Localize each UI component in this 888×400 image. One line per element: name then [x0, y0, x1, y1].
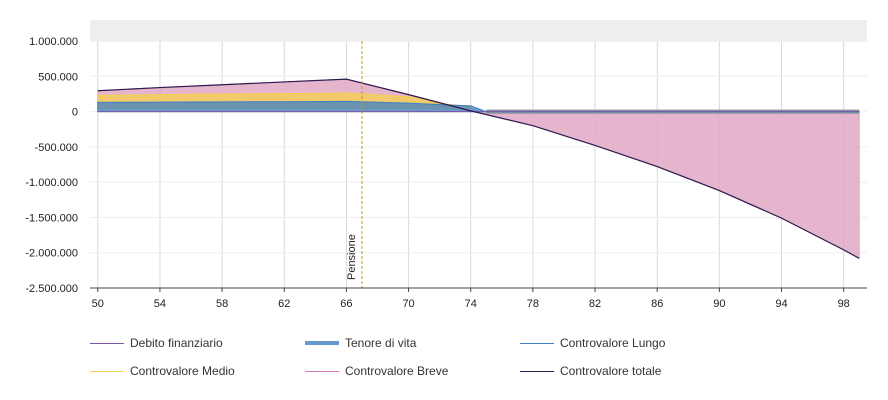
y-tick-label: 0	[72, 107, 78, 119]
legend-item[interactable]: Debito finanziario	[90, 336, 223, 350]
legend: Debito finanziario Tenore di vita Controva…	[90, 330, 870, 390]
legend-swatch	[90, 370, 124, 372]
x-tick-label: 74	[465, 298, 477, 310]
x-tick-label: 66	[340, 298, 352, 310]
x-tick-label: 70	[402, 298, 414, 310]
legend-label: Tenore di vita	[345, 336, 417, 350]
annotation-label: Pensione	[346, 234, 358, 280]
legend-label: Controvalore Breve	[345, 364, 449, 378]
legend-item[interactable]: Controvalore Lungo	[520, 336, 665, 350]
plot-header-band	[90, 20, 867, 41]
legend-swatch	[305, 370, 339, 372]
legend-swatch	[520, 342, 554, 344]
legend-swatch	[90, 342, 124, 344]
x-tick-label: 78	[527, 298, 539, 310]
legend-item[interactable]: Controvalore Breve	[305, 364, 448, 378]
legend-label: Controvalore Lungo	[560, 336, 666, 350]
x-tick-label: 94	[775, 298, 787, 310]
line-controvalore-totale	[97, 78, 860, 259]
x-tick-label: 50	[92, 298, 104, 310]
y-tick-label: -1.500.000	[25, 212, 78, 224]
legend-item[interactable]: Controvalore Medio	[90, 364, 235, 378]
legend-item[interactable]: Tenore di vita	[305, 336, 416, 350]
legend-item[interactable]: Controvalore totale	[520, 364, 661, 378]
legend-swatch	[305, 341, 339, 345]
x-tick-label: 54	[154, 298, 166, 310]
legend-swatch	[520, 370, 554, 372]
chart-canvas: Pensione 50 54 58 62 66 70 74 78 82 86 90 94 98 1.000.…	[25, 20, 867, 310]
legend-label: Debito finanziario	[130, 336, 223, 350]
x-tick-label: 82	[589, 298, 601, 310]
x-tick-label: 86	[651, 298, 663, 310]
y-tick-label: 500.000	[38, 71, 78, 83]
x-tick-label: 62	[278, 298, 290, 310]
x-tick-label: 98	[838, 298, 850, 310]
y-tick-label: -2.000.000	[25, 248, 78, 260]
x-tick-label: 58	[216, 298, 228, 310]
legend-label: Controvalore Medio	[130, 364, 235, 378]
y-tick-label: -1.000.000	[25, 177, 78, 189]
y-tick-label: -500.000	[35, 142, 78, 154]
legend-label: Controvalore totale	[560, 364, 662, 378]
x-tick-label: 90	[713, 298, 725, 310]
y-tick-label: -2.500.000	[25, 283, 78, 295]
y-tick-label: 1.000.000	[29, 36, 78, 48]
